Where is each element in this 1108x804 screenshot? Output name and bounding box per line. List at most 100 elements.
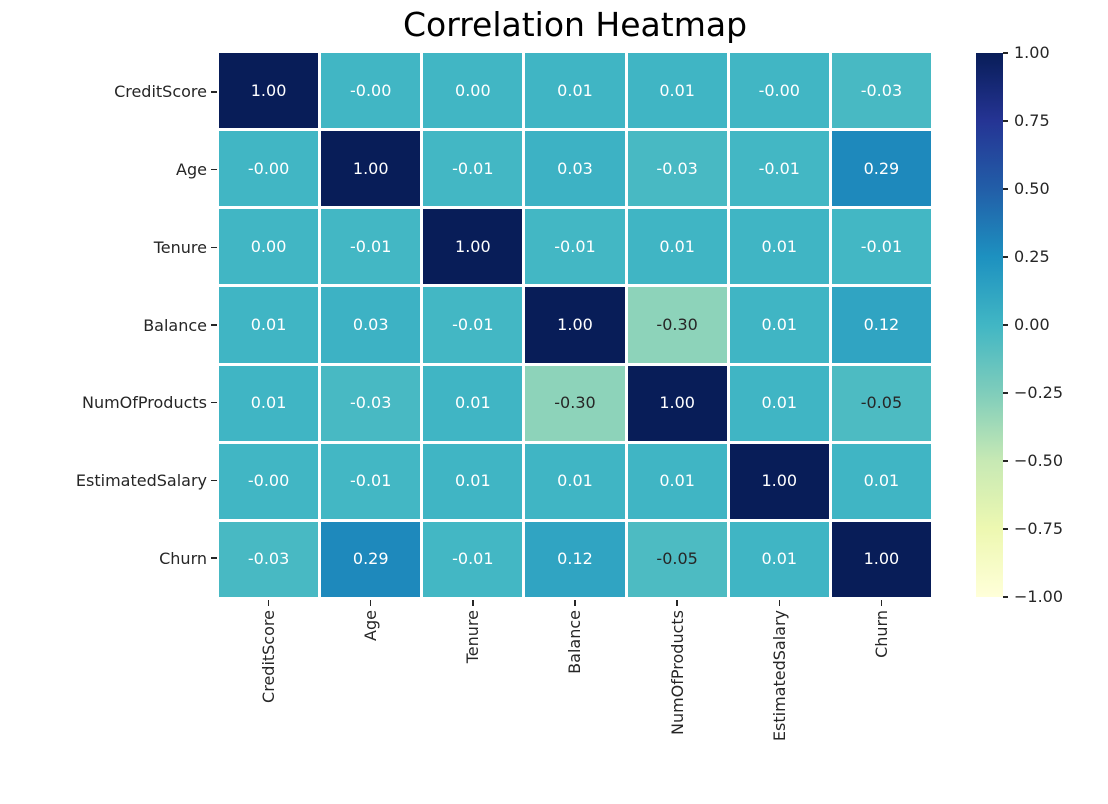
colorbar-tick-label: −0.50 [1014, 451, 1064, 470]
colorbar-tick-label: −0.75 [1014, 519, 1064, 538]
y-tick: NumOfProducts [0, 364, 219, 442]
colorbar: 1.00 0.75 0.50 0.25 0.00 −0.25 −0.50 −0.75 −1.00 [976, 44, 1108, 606]
heatmap-cell: -0.01 [831, 209, 931, 285]
heatmap-cell: -0.01 [423, 287, 523, 363]
x-tick-mark [369, 600, 372, 606]
colorbar-tick-mark [1003, 188, 1008, 190]
heatmap-cell: 0.12 [831, 287, 931, 363]
y-axis-labels: CreditScore Age Tenure Balance NumOfProducts… [0, 53, 219, 597]
y-tick-label: Churn [159, 548, 207, 568]
heatmap-cell: 0.01 [423, 443, 523, 519]
heatmap-cell: -0.01 [423, 131, 523, 207]
x-tick: Age [321, 600, 420, 800]
heatmap-cell: 0.01 [219, 287, 319, 363]
colorbar-tick-mark [1003, 256, 1008, 258]
y-tick-label: EstimatedSalary [75, 470, 207, 490]
colorbar-tick-mark [1003, 120, 1008, 122]
x-tick-mark [574, 600, 576, 606]
x-tick-label: NumOfProducts [667, 610, 687, 736]
heatmap-cell: -0.05 [627, 521, 727, 597]
x-tick-label: Tenure [463, 610, 483, 664]
colorbar-tick-mark [1003, 596, 1008, 598]
heatmap-cell: 1.00 [729, 443, 829, 519]
x-tick: Tenure [423, 600, 522, 800]
heatmap-cell: 0.01 [831, 443, 931, 519]
y-tick-mark [211, 557, 217, 559]
heatmap-cell: 0.03 [525, 131, 625, 207]
heatmap-cell: 0.29 [321, 521, 421, 597]
heatmap-cell: -0.00 [321, 53, 421, 129]
heatmap-cell: -0.05 [831, 365, 931, 441]
x-tick-mark [267, 600, 270, 606]
colorbar-tick-label: 0.75 [1014, 111, 1050, 130]
colorbar-tick-mark [1003, 52, 1008, 54]
x-tick: CreditScore [219, 600, 318, 800]
colorbar-tick-label: −0.25 [1014, 383, 1064, 402]
heatmap-cell: 0.00 [423, 53, 523, 129]
heatmap-cell: 0.01 [729, 287, 829, 363]
heatmap-cell: 0.01 [627, 53, 727, 129]
x-tick-mark [880, 600, 883, 606]
heatmap-cell: -0.01 [423, 521, 523, 597]
heatmap-cell: -0.03 [219, 521, 319, 597]
heatmap-cell: -0.00 [219, 443, 319, 519]
heatmap-cell: 0.01 [525, 53, 625, 129]
x-tick-label: Age [361, 610, 381, 641]
y-tick-mark [211, 91, 217, 93]
heatmap-cell: 0.12 [525, 521, 625, 597]
y-tick-label: CreditScore [114, 82, 207, 102]
colorbar-tick-mark [1003, 460, 1008, 462]
y-tick: Tenure [0, 208, 219, 286]
colorbar-tick-label: 0.25 [1014, 247, 1050, 266]
y-tick-mark [211, 401, 217, 404]
y-tick-label: Balance [143, 315, 207, 335]
colorbar-tick-label: −1.00 [1014, 587, 1064, 606]
heatmap-cell: 0.00 [219, 209, 319, 285]
heatmap-cell: 0.01 [627, 209, 727, 285]
x-tick-label: Churn [871, 610, 891, 658]
heatmap-cell: 1.00 [321, 131, 421, 207]
x-axis-labels: CreditScore Age Tenure Balance NumOfProducts… [219, 600, 931, 800]
y-tick: CreditScore [0, 53, 219, 131]
y-tick-mark [211, 479, 217, 482]
heatmap-cell: 0.29 [831, 131, 931, 207]
heatmap-cell: 0.03 [321, 287, 421, 363]
heatmap-cell: 0.01 [729, 209, 829, 285]
heatmap-cell: 0.01 [729, 521, 829, 597]
chart-title: Correlation Heatmap [402, 5, 748, 44]
y-tick-mark [211, 246, 217, 249]
x-tick: Churn [832, 600, 931, 800]
y-tick: Churn [0, 519, 219, 597]
heatmap-cell: 0.01 [219, 365, 319, 441]
heatmap-cell: 0.01 [525, 443, 625, 519]
heatmap-cell: 1.00 [525, 287, 625, 363]
heatmap-cell: 0.01 [729, 365, 829, 441]
y-tick-label: Age [176, 160, 207, 180]
x-tick-label: CreditScore [259, 610, 279, 703]
heatmap-cell: 1.00 [627, 365, 727, 441]
heatmap-cell: 1.00 [423, 209, 523, 285]
y-tick-label: Tenure [153, 237, 207, 257]
x-tick-label: EstimatedSalary [769, 610, 789, 742]
heatmap-cell: -0.30 [627, 287, 727, 363]
heatmap-grid: 1.00 -0.00 0.00 0.01 0.01 -0.00 -0.03 -0.00 1.00… [219, 53, 931, 597]
heatmap-cell: -0.01 [321, 209, 421, 285]
y-tick: EstimatedSalary [0, 442, 219, 520]
heatmap-cell: -0.03 [831, 53, 931, 129]
heatmap-cell: -0.01 [729, 131, 829, 207]
heatmap-cell: 1.00 [831, 521, 931, 597]
x-tick-mark [778, 600, 781, 606]
heatmap-cell: -0.00 [729, 53, 829, 129]
colorbar-tick-mark [1003, 392, 1008, 394]
heatmap-cell: -0.03 [321, 365, 421, 441]
heatmap-cell: 1.00 [219, 53, 319, 129]
colorbar-tick-label: 1.00 [1014, 43, 1050, 62]
x-tick-label: Balance [565, 610, 585, 674]
colorbar-tick-mark [1003, 528, 1008, 530]
colorbar-tick-label: 0.50 [1014, 179, 1050, 198]
y-tick-mark [211, 168, 217, 171]
heatmap-cell: 0.01 [627, 443, 727, 519]
y-tick-label: NumOfProducts [81, 393, 207, 413]
colorbar-tick-label: 0.00 [1014, 315, 1050, 334]
